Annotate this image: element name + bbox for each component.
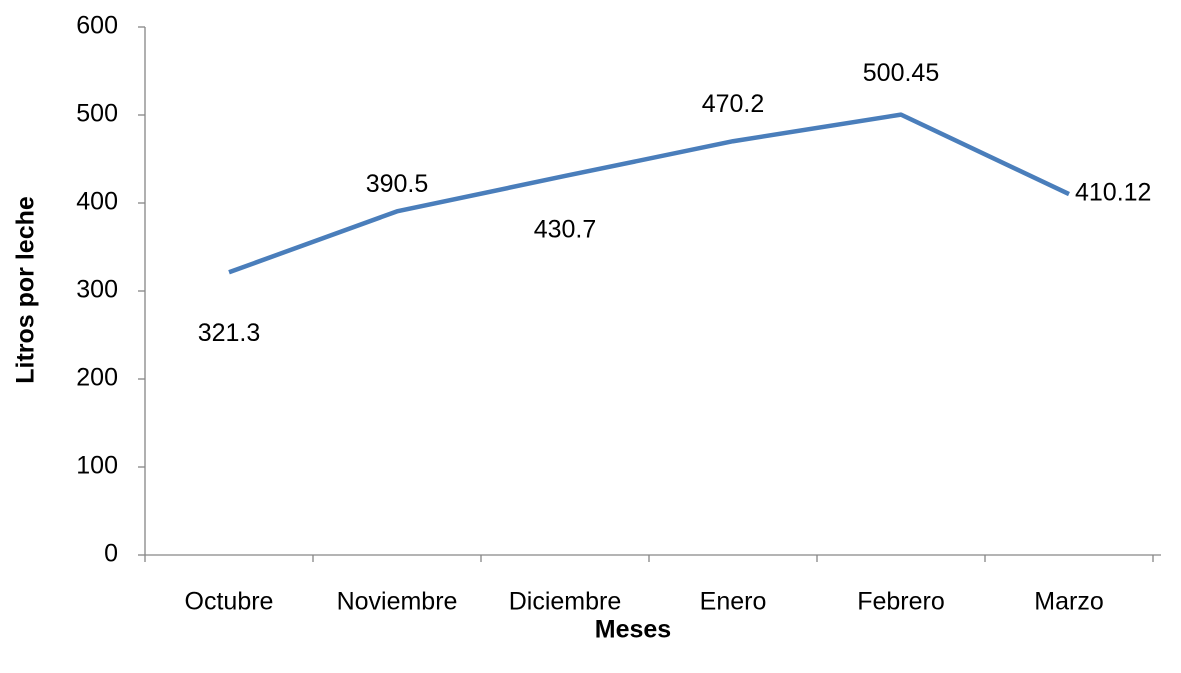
x-tick-label: Diciembre xyxy=(509,588,622,616)
y-tick-label: 300 xyxy=(76,276,118,304)
x-tick-label: Octubre xyxy=(185,588,274,616)
data-label: 390.5 xyxy=(366,170,429,198)
x-tick-label: Marzo xyxy=(1034,588,1103,616)
y-tick-label: 0 xyxy=(104,540,118,568)
y-axis-label: Litros por leche xyxy=(12,196,40,384)
y-tick-label: 400 xyxy=(76,188,118,216)
y-tick-label: 100 xyxy=(76,452,118,480)
data-label: 410.12 xyxy=(1075,179,1151,207)
x-axis-label: Meses xyxy=(595,616,671,644)
line xyxy=(228,112,1070,275)
data-label: 470.2 xyxy=(702,90,765,118)
data-label: 500.45 xyxy=(863,59,939,87)
data-label: 430.7 xyxy=(534,216,597,244)
data-label: 321.3 xyxy=(198,319,261,347)
x-tick-label: Enero xyxy=(700,588,767,616)
y-tick-label: 500 xyxy=(76,100,118,128)
x-tick-label: Noviembre xyxy=(337,588,458,616)
y-tick-label: 200 xyxy=(76,364,118,392)
x-tick-label: Febrero xyxy=(857,588,945,616)
y-tick-label: 600 xyxy=(76,12,118,40)
